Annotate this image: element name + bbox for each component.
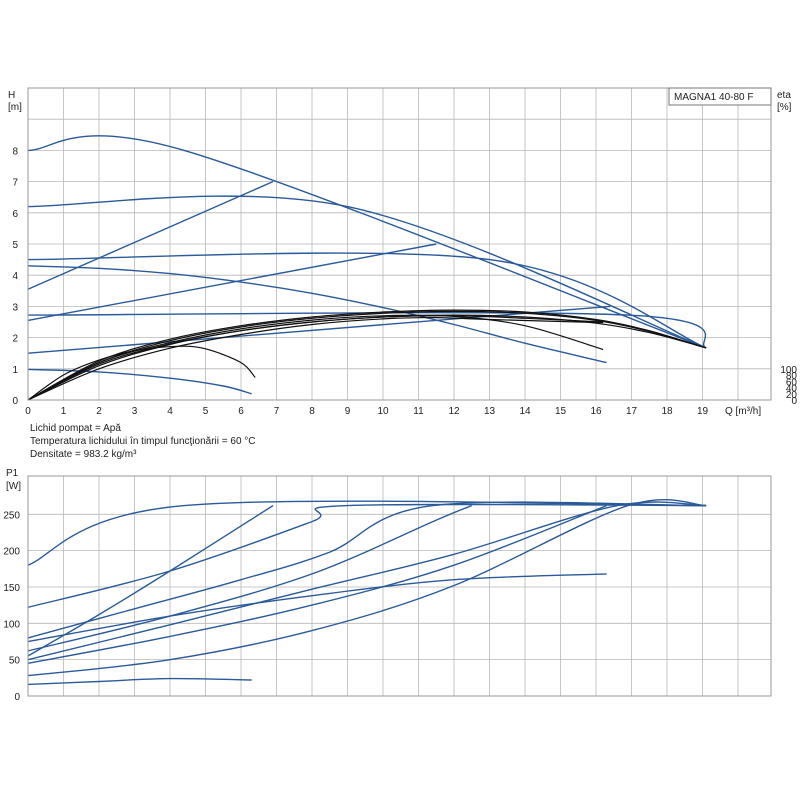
efficiency-curve-10	[27, 345, 256, 401]
flow-tick-label: 0	[25, 406, 31, 417]
power-axis-unit: [W]	[6, 481, 21, 492]
head-tick-label: 7	[12, 178, 18, 189]
power-curve-8	[27, 499, 707, 677]
head-axis-unit: [m]	[8, 102, 22, 113]
flow-tick-label: 6	[238, 406, 244, 417]
flow-tick-label: 18	[661, 406, 673, 417]
efficiency-curve-16	[27, 316, 604, 401]
power-axes: 0 50 100 150 200 250	[3, 510, 20, 703]
head-tick-label: 0	[12, 396, 18, 407]
head-tick-label: 4	[12, 271, 18, 282]
fluid-info-line-3: Densitate = 983.2 kg/m³	[30, 449, 137, 460]
efficiency-curve-15	[27, 314, 707, 401]
power-plot-frame	[27, 475, 772, 697]
eta-axis-label: eta	[777, 90, 791, 101]
model-legend-box	[668, 87, 772, 106]
head-curve-1	[27, 135, 707, 349]
power-curve-2	[27, 503, 707, 608]
flow-tick-label: 14	[519, 406, 531, 417]
eta-tick-label: 20	[786, 390, 798, 401]
flow-tick-label: 15	[555, 406, 567, 417]
fluid-info-block: Lichid pompat = Apă Temperatura lichidul…	[30, 423, 256, 460]
flow-tick-label: 12	[448, 406, 460, 417]
eta-tick-label: 0	[791, 396, 797, 407]
eta-tick-label: 100	[780, 365, 797, 376]
fluid-info-line-2: Temperatura lichidului în timpul funcţio…	[30, 436, 256, 447]
flow-tick-label: 5	[203, 406, 209, 417]
flow-tick-label: 9	[345, 406, 351, 417]
flow-tick-label: 10	[377, 406, 389, 417]
head-plot-frame	[27, 87, 772, 401]
flow-tick-label: 8	[309, 406, 315, 417]
fluid-info-line-1: Lichid pompat = Apă	[30, 423, 121, 434]
eta-axis-unit: [%]	[777, 102, 792, 113]
power-curve-9	[27, 573, 607, 643]
power-tick-label: 200	[3, 547, 20, 558]
efficiency-curve-14	[27, 310, 707, 401]
model-label: MAGNA1 40-80 F	[674, 92, 753, 103]
eta-tick-label: 60	[786, 377, 798, 388]
flow-tick-label: 16	[590, 406, 602, 417]
power-curve-10	[27, 677, 252, 686]
flow-tick-label: 4	[167, 406, 173, 417]
power-grid	[28, 476, 771, 696]
flow-tick-label: 1	[61, 406, 67, 417]
efficiency-curve-13	[27, 309, 707, 401]
power-tick-label: 50	[9, 656, 21, 667]
head-curve-6	[27, 243, 437, 322]
power-panel: 0 50 100 150 200 250 P1 [W]	[3, 468, 772, 703]
head-axes: 0 1 2 3 4 5 6 7 8 9 10 11 12 13 14 15 16 17 18 190123456780…	[12, 146, 797, 417]
flow-tick-label: 2	[96, 406, 102, 417]
eta-tick-label: 80	[786, 371, 798, 382]
head-curve-3	[27, 252, 707, 349]
head-series	[27, 135, 707, 401]
power-curve-4	[27, 501, 707, 661]
head-curve-7	[27, 305, 611, 354]
power-tick-label: 250	[3, 510, 20, 521]
flow-tick-label: 13	[484, 406, 496, 417]
efficiency-curve-11	[27, 314, 604, 401]
power-curve-3	[27, 501, 707, 639]
power-curve-7	[27, 504, 607, 664]
eta-tick-label: 40	[786, 384, 798, 395]
power-tick-label: 150	[3, 583, 20, 594]
efficiency-curve-12	[27, 315, 604, 401]
head-curve-5	[27, 180, 274, 290]
power-curve-6	[27, 504, 473, 652]
power-series	[27, 499, 707, 686]
head-grid	[28, 88, 771, 400]
head-curve-8	[27, 265, 607, 364]
head-tick-label: 1	[12, 365, 18, 376]
head-curve-2	[27, 195, 707, 349]
flow-tick-label: 3	[132, 406, 138, 417]
head-tick-label: 6	[12, 209, 18, 220]
head-tick-label: 8	[12, 146, 18, 157]
power-tick-label: 0	[14, 692, 20, 703]
flow-tick-label: 17	[626, 406, 638, 417]
head-axis-label: H	[8, 90, 15, 101]
flow-axis-label: Q [m³/h]	[725, 406, 761, 417]
flow-tick-label: 11	[413, 406, 424, 417]
head-tick-label: 3	[12, 302, 18, 313]
power-tick-label: 100	[3, 619, 20, 630]
head-tick-label: 2	[12, 334, 18, 345]
power-curve-5	[27, 505, 274, 657]
flow-tick-label: 19	[697, 406, 709, 417]
power-curve-1	[27, 500, 707, 566]
power-axis-label: P1	[6, 468, 19, 479]
head-efficiency-panel: 0 1 2 3 4 5 6 7 8 9 10 11 12 13 14 15 16 17 18 190123456780…	[8, 87, 797, 417]
head-tick-label: 5	[12, 240, 18, 251]
flow-tick-label: 7	[274, 406, 280, 417]
